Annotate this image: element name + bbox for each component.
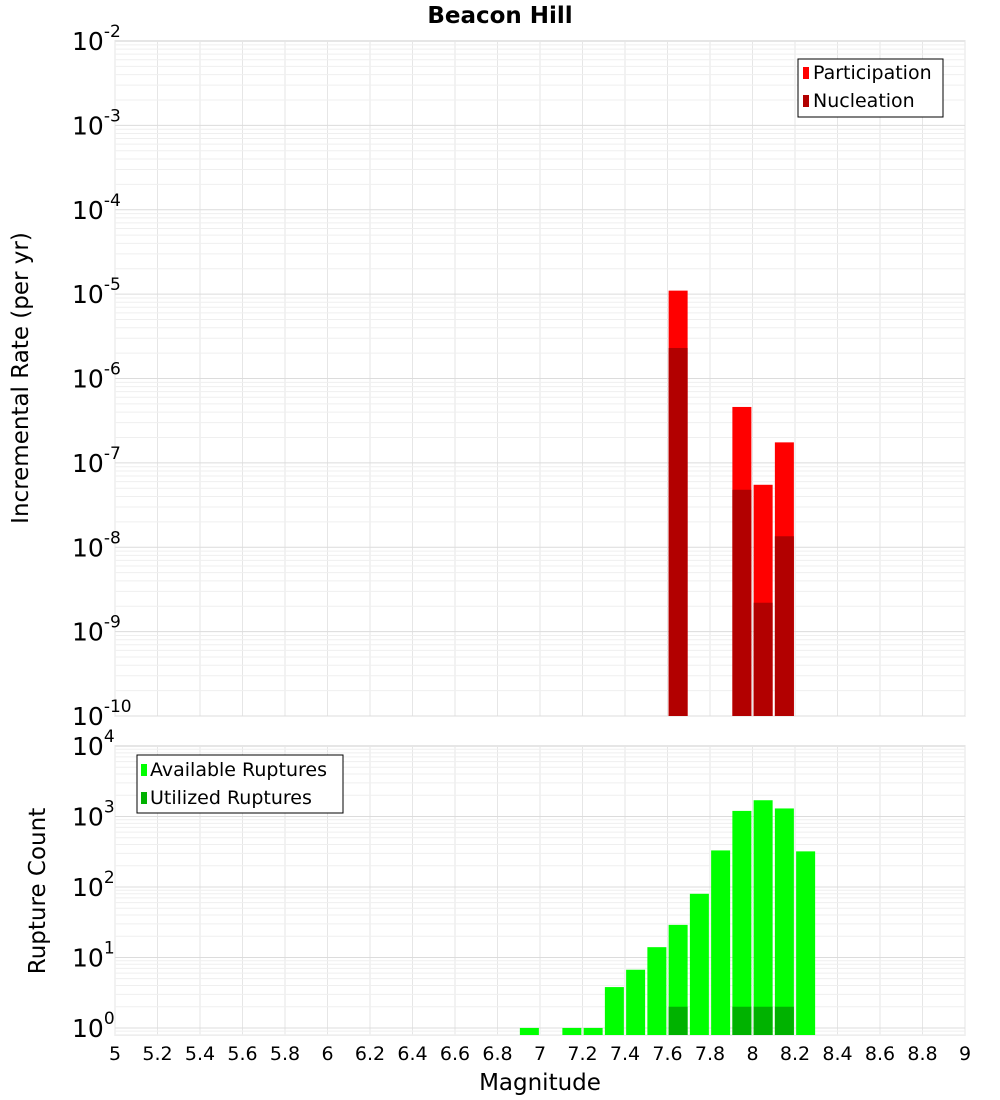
x-tick-label: 5.2 xyxy=(142,1043,172,1065)
y-tick-label: 10-8 xyxy=(72,528,121,562)
legend-swatch-nucleation xyxy=(803,95,809,107)
count-y-axis-label: Rupture Count xyxy=(25,808,51,974)
x-tick-label: 6.6 xyxy=(440,1043,470,1065)
y-tick-label: 10-10 xyxy=(72,697,132,731)
count-legend-box xyxy=(136,754,344,814)
x-tick-label: 7 xyxy=(534,1043,546,1065)
y-tick-label: 10-2 xyxy=(72,22,121,56)
x-tick-label: 5.4 xyxy=(185,1043,215,1065)
x-tick-label: 6.4 xyxy=(397,1043,427,1065)
legend-swatch-utilized xyxy=(141,792,147,804)
legend-swatch-participation xyxy=(803,67,809,79)
x-tick-label: 7.6 xyxy=(652,1043,682,1065)
available-ruptures-bar xyxy=(753,800,773,1035)
available-ruptures-bar xyxy=(711,850,731,1035)
x-tick-labels: 5 5.2 5.4 5.6 5.8 6 6.2 6.4 6.6 6.8 7 7.2 7.4 7.6 7.8 8… xyxy=(109,1043,971,1065)
utilized-ruptures-bar xyxy=(668,1006,688,1035)
x-tick-label: 6 xyxy=(321,1043,333,1065)
available-ruptures-bar xyxy=(689,893,709,1035)
x-tick-label: 7.8 xyxy=(695,1043,725,1065)
x-tick-label: 7.2 xyxy=(567,1043,597,1065)
available-ruptures-bar xyxy=(583,1027,603,1035)
x-tick-label: 8.4 xyxy=(822,1043,852,1065)
count-y-tick-labels: 100 101 102 103 104 xyxy=(72,727,115,1043)
y-tick-label: 10-6 xyxy=(72,360,121,394)
legend-label-utilized: Utilized Ruptures xyxy=(150,787,312,809)
x-tick-label: 8.6 xyxy=(865,1043,895,1065)
rate-y-axis-label: Incremental Rate (per yr) xyxy=(8,232,34,524)
x-tick-label: 7.4 xyxy=(610,1043,640,1065)
x-tick-label: 8 xyxy=(746,1043,758,1065)
y-tick-label: 101 xyxy=(72,938,115,972)
y-tick-label: 10-3 xyxy=(72,106,121,140)
available-ruptures-bar xyxy=(519,1027,539,1035)
legend-label-nucleation: Nucleation xyxy=(813,90,915,112)
nucleation-bar xyxy=(732,489,752,716)
x-tick-label: 6.2 xyxy=(355,1043,385,1065)
x-tick-label: 5 xyxy=(109,1043,121,1065)
rate-legend-box xyxy=(797,58,944,118)
utilized-ruptures-bar xyxy=(732,1006,752,1035)
legend-swatch-available xyxy=(141,764,147,776)
rate-legend: Participation Nucleation xyxy=(797,58,944,118)
y-tick-label: 102 xyxy=(72,868,115,902)
utilized-ruptures-bar xyxy=(753,1006,773,1035)
y-tick-label: 10-4 xyxy=(72,191,121,225)
nucleation-bar xyxy=(668,347,688,716)
rate-panel: 10-10 10-9 10-8 10-7 10-6 10-5 10-4 10-3 10-2 In… xyxy=(8,22,966,731)
legend-label-participation: Participation xyxy=(813,62,932,84)
available-ruptures-bar xyxy=(604,987,624,1035)
rate-gridlines xyxy=(114,41,966,717)
count-legend: Available Ruptures Utilized Ruptures xyxy=(136,754,344,814)
x-tick-label: 6.8 xyxy=(482,1043,512,1065)
x-tick-label: 5.8 xyxy=(270,1043,300,1065)
x-axis-label: Magnitude xyxy=(479,1070,601,1096)
count-bars xyxy=(519,800,816,1035)
y-tick-label: 103 xyxy=(72,797,115,831)
x-tick-label: 5.6 xyxy=(227,1043,257,1065)
y-tick-label: 104 xyxy=(72,727,115,761)
legend-label-available: Available Ruptures xyxy=(150,759,327,781)
rate-y-tick-labels: 10-10 10-9 10-8 10-7 10-6 10-5 10-4 10-3 10-2 xyxy=(72,22,132,731)
available-ruptures-bar xyxy=(796,851,816,1035)
x-tick-label: 8.8 xyxy=(907,1043,937,1065)
utilized-ruptures-bar xyxy=(774,1006,794,1035)
available-ruptures-bar xyxy=(647,947,667,1035)
available-ruptures-bar xyxy=(774,808,794,1035)
x-tick-label: 8.2 xyxy=(780,1043,810,1065)
rate-bars xyxy=(668,290,794,716)
nucleation-bar xyxy=(753,602,773,716)
count-panel: 100 101 102 103 104 5 5.2 5.4 5.6 5.8 6 6.2 6.4 6.6 6… xyxy=(25,727,971,1096)
nucleation-bar xyxy=(774,536,794,716)
y-tick-label: 100 xyxy=(72,1009,115,1043)
available-ruptures-bar xyxy=(732,810,752,1035)
y-tick-label: 10-5 xyxy=(72,275,121,309)
chart-title: Beacon Hill xyxy=(427,3,572,29)
y-tick-label: 10-9 xyxy=(72,613,121,647)
available-ruptures-bar xyxy=(626,969,646,1035)
y-tick-label: 10-7 xyxy=(72,444,121,478)
x-tick-label: 9 xyxy=(959,1043,971,1065)
available-ruptures-bar xyxy=(562,1027,582,1035)
